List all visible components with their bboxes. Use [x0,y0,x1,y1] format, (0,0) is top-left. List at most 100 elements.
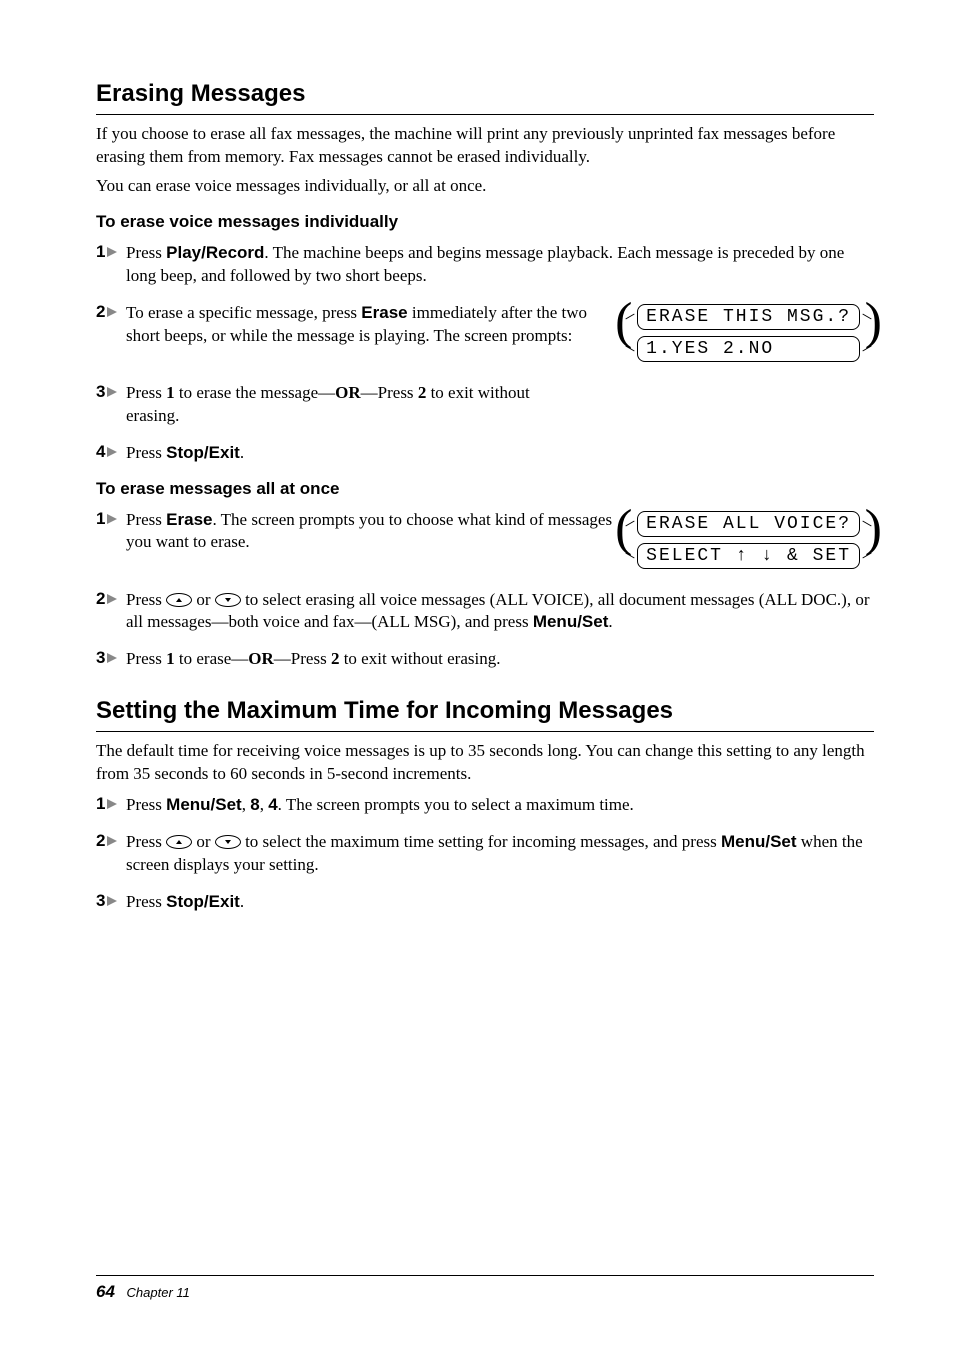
text: Press [126,383,166,402]
step-number-wrap: 1 [96,794,126,814]
or-label: OR [248,649,274,668]
step-number: 1 [96,794,107,814]
chapter-label: Chapter 11 [127,1285,190,1300]
button-label: Menu/Set [721,832,797,851]
step-number: 2 [96,589,107,609]
step-number: 1 [96,509,107,529]
step-number: 3 [96,382,107,402]
text: Press [126,443,166,462]
text: to select the maximum time setting for i… [241,832,721,851]
step-body: Press Erase. The screen prompts you to c… [126,509,874,575]
button-label: Play/Record [166,243,264,262]
step-number-wrap: 3 [96,648,126,668]
text: . [608,612,612,631]
intro-paragraph: You can erase voice messages individuall… [96,175,874,198]
step-number: 2 [96,302,107,322]
lcd-line: SELECT ↑ ↓ & SET [637,543,860,569]
up-arrow-icon [166,835,192,849]
key: 1 [166,383,175,402]
step-number: 3 [96,891,107,911]
key: 8 [250,795,259,814]
intro-paragraph: The default time for receiving voice mes… [96,740,874,786]
page-footer: 64 Chapter 11 [96,1275,874,1302]
triangle-icon [107,447,117,457]
subheading-all: To erase messages all at once [96,479,874,499]
triangle-icon [107,836,117,846]
or-label: OR [335,383,361,402]
text: , [242,795,251,814]
step-2: 2 To erase a specific message, press Era… [96,302,874,368]
triangle-icon [107,514,117,524]
lcd-display-group: ( ERASE THIS MSG.? 1.YES 2.NO ) [637,302,874,368]
bracket-left-icon: ( [615,296,632,348]
text: to erase— [175,649,249,668]
step-3: 3 Press 1 to erase the message—OR—Press … [96,382,874,428]
subheading-individual: To erase voice messages individually [96,212,874,232]
step-number: 3 [96,648,107,668]
step-1: 1 Press Menu/Set, 8, 4. The screen promp… [96,794,874,817]
step-number-wrap: 2 [96,302,126,322]
triangle-icon [107,799,117,809]
lcd-line: ERASE ALL VOICE? [637,511,860,537]
key: 4 [268,795,277,814]
text: , [260,795,269,814]
step-number: 2 [96,831,107,851]
button-label: Erase [361,303,407,322]
button-label: Erase [166,510,212,529]
divider [96,114,874,115]
lcd-line: 1.YES 2.NO [637,336,860,362]
step-2: 2 Press or to select the maximum time se… [96,831,874,877]
button-label: Menu/Set [533,612,609,631]
step-body: To erase a specific message, press Erase… [126,302,874,368]
step-number-wrap: 1 [96,242,126,262]
step-number: 1 [96,242,107,262]
lcd-display-group: ( ERASE ALL VOICE? SELECT ↑ ↓ & SET ) [637,509,874,575]
page-number: 64 [96,1282,115,1301]
bracket-right-icon: ) [865,503,882,555]
step-body: Press 1 to erase the message—OR—Press 2 … [126,382,566,428]
step-number-wrap: 2 [96,831,126,851]
step-4: 4 Press Stop/Exit. [96,442,874,465]
step-body: Press Stop/Exit. [126,891,874,914]
step-body: Press 1 to erase—OR—Press 2 to exit with… [126,648,874,671]
triangle-icon [107,247,117,257]
text: or [192,832,215,851]
text: Press [126,649,166,668]
text: Press [126,243,166,262]
step-2: 2 Press or to select erasing all voice m… [96,589,874,635]
triangle-icon [107,594,117,604]
text: . The screen prompts you to select a max… [278,795,634,814]
text: to exit without erasing. [339,649,500,668]
step-body: Press or to select erasing all voice mes… [126,589,874,635]
text: . [240,892,244,911]
step-number-wrap: 2 [96,589,126,609]
text: —Press [361,383,418,402]
step-number-wrap: 1 [96,509,126,529]
section-heading-erasing: Erasing Messages [96,80,874,108]
down-arrow-icon [215,835,241,849]
button-label: Stop/Exit [166,892,240,911]
up-arrow-icon [166,593,192,607]
down-arrow-icon [215,593,241,607]
text: Press [126,590,166,609]
section-heading-maxtime: Setting the Maximum Time for Incoming Me… [96,697,874,725]
lcd-line: ERASE THIS MSG.? [637,304,860,330]
text: Press [126,510,166,529]
button-label: Menu/Set [166,795,242,814]
divider [96,731,874,732]
step-3: 3 Press Stop/Exit. [96,891,874,914]
step-number-wrap: 4 [96,442,126,462]
text: . [240,443,244,462]
text: or [192,590,215,609]
triangle-icon [107,387,117,397]
step-text: To erase a specific message, press Erase… [126,302,613,348]
text: —Press [274,649,331,668]
step-body: Press Play/Record. The machine beeps and… [126,242,874,288]
button-label: Stop/Exit [166,443,240,462]
text: To erase a specific message, press [126,303,361,322]
step-number-wrap: 3 [96,891,126,911]
step-number-wrap: 3 [96,382,126,402]
intro-paragraph: If you choose to erase all fax messages,… [96,123,874,169]
key: 1 [166,649,175,668]
step-body: Press Stop/Exit. [126,442,874,465]
